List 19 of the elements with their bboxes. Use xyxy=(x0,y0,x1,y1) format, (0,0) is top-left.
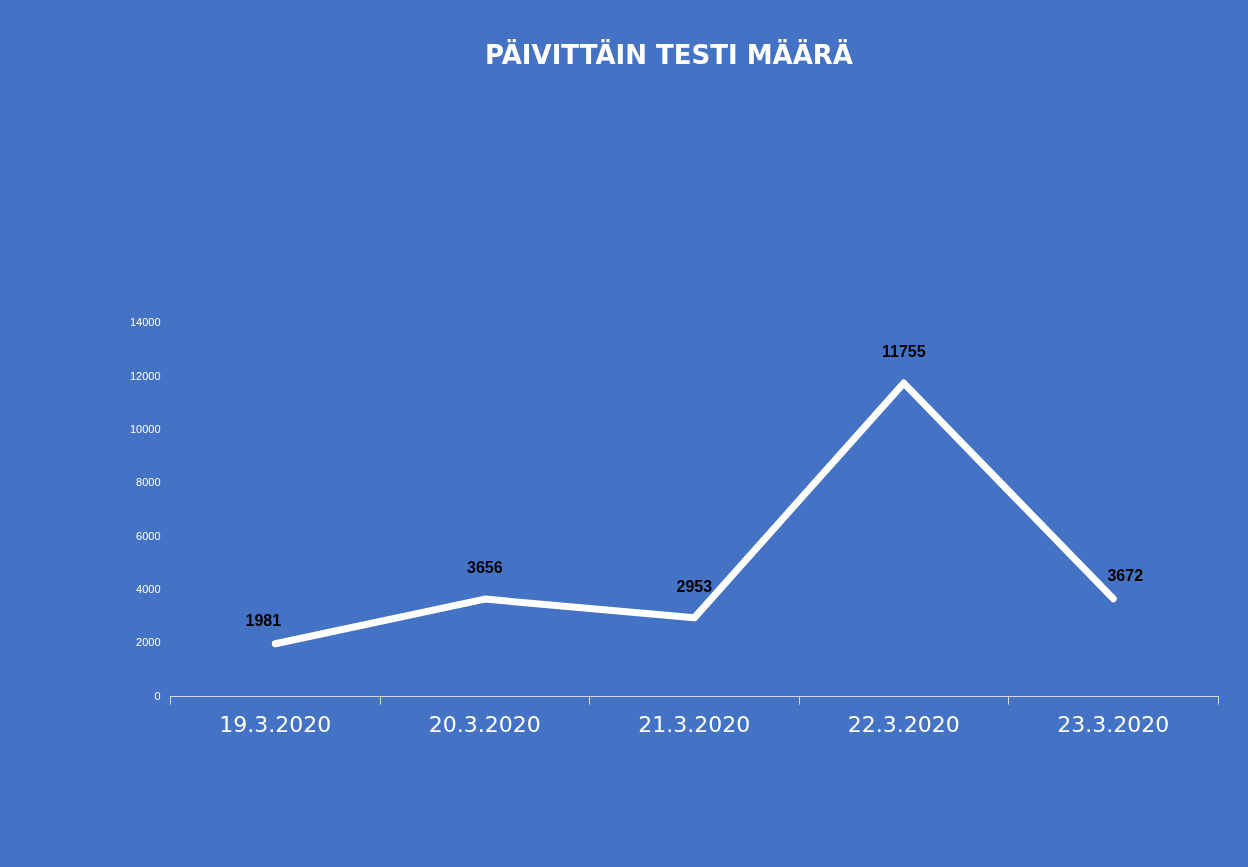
y-tick-label: 8000 xyxy=(136,476,161,489)
y-tick-label: 10000 xyxy=(129,422,161,435)
y-tick-label: 14000 xyxy=(129,316,161,329)
chart-title: PÄIVITTÄIN TESTI MÄÄRÄ xyxy=(485,39,853,71)
x-tick-label: 22.3.2020 xyxy=(847,711,960,737)
data-label: 11755 xyxy=(881,343,926,361)
y-tick-label: 4000 xyxy=(136,582,161,595)
data-label: 3656 xyxy=(467,559,503,577)
x-tick-label: 23.3.2020 xyxy=(1057,711,1170,737)
data-label: 1981 xyxy=(245,612,282,630)
y-tick-label: 6000 xyxy=(136,529,161,542)
y-tick-label: 0 xyxy=(154,689,161,702)
data-label: 3672 xyxy=(1107,567,1144,585)
x-tick-label: 19.3.2020 xyxy=(219,711,332,737)
data-label: 2953 xyxy=(676,578,713,596)
y-tick-label: 12000 xyxy=(129,369,161,382)
x-tick-label: 20.3.2020 xyxy=(428,711,541,737)
x-tick-label: 21.3.2020 xyxy=(638,711,751,737)
y-tick-label: 2000 xyxy=(136,636,161,649)
